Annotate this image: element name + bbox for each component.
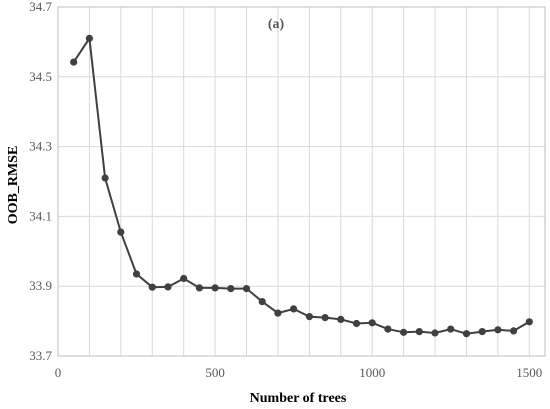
data-point [117,228,125,236]
data-point [148,283,156,291]
data-point [242,285,251,293]
data-point [305,313,313,321]
y-tick-label: 34.7 [29,0,52,14]
data-point [431,329,439,337]
data-point [274,309,282,317]
plot-area-border [57,6,546,357]
data-point [415,328,423,336]
x-gridlines [88,7,530,356]
data-point [384,325,392,333]
data-point [85,34,93,43]
data-point [509,327,518,335]
data-point [101,174,109,182]
data-point [195,284,203,292]
x-tick-label: 1500 [516,365,542,380]
data-point [321,314,329,322]
x-axis-title: Number of trees [250,391,347,406]
x-tick-labels: 0 500 1000 1500 [55,365,543,380]
data-point [211,284,219,292]
data-point [258,298,266,306]
x-tick-label: 0 [55,365,62,380]
data-point [227,285,235,293]
data-point [400,328,408,336]
data-point [164,283,172,291]
x-tick-label: 1000 [359,365,385,380]
y-tick-label: 34.5 [29,69,52,84]
y-tick-label: 34.1 [29,208,52,223]
data-points [70,34,533,338]
data-point [352,319,361,328]
data-point [337,315,345,323]
data-point [180,274,188,283]
y-axis-title: OOB_RMSE [6,146,21,225]
y-tick-label: 33.9 [29,278,52,293]
data-point [478,328,486,336]
x-tick-label: 500 [205,365,225,380]
panel-label: (a) [268,17,285,32]
data-point [132,270,141,278]
y-tick-labels: 33.7 33.9 34.1 34.3 34.5 34.7 [29,0,52,363]
series-line [72,35,530,335]
data-point [447,325,455,333]
data-point [525,318,533,326]
data-point [290,305,298,313]
y-gridlines [58,6,545,357]
data-point [70,58,78,66]
data-point [368,319,376,327]
data-point [494,326,502,334]
y-tick-label: 33.7 [29,348,52,363]
y-tick-label: 34.3 [29,139,52,154]
data-point [462,330,471,338]
